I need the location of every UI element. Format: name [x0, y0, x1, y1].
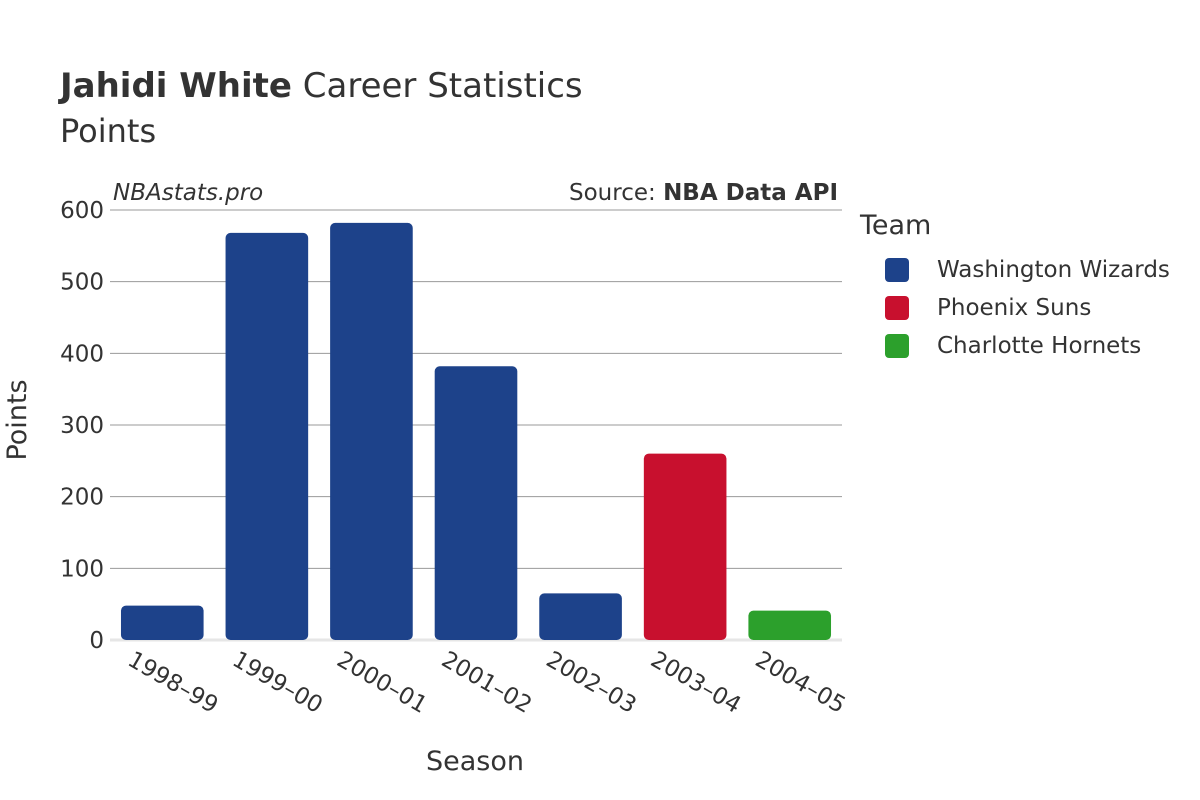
- legend-item[interactable]: Charlotte Hornets: [860, 327, 1170, 365]
- legend-title: Team: [860, 210, 932, 241]
- legend-swatch: [885, 296, 909, 320]
- y-tick-label: 100: [60, 556, 104, 582]
- x-tick-label: 1998–99: [123, 647, 222, 719]
- chart-subtitle: Points: [60, 112, 157, 150]
- x-tick-labels: 1998–99 1999–00 2000–01 2001–02 2002–03 2003–…: [123, 647, 849, 719]
- watermark: NBAstats.pro: [113, 180, 263, 206]
- y-tick-label: 400: [60, 341, 104, 367]
- bar-2002–03[interactable]: [539, 593, 622, 640]
- source-prefix: Source:: [569, 180, 663, 206]
- chart-title: Jahidi White Career Statistics: [60, 66, 583, 106]
- x-tick-label: 2004–05: [751, 647, 850, 719]
- legend-item[interactable]: Washington Wizards: [860, 251, 1170, 289]
- legend-item[interactable]: Phoenix Suns: [860, 289, 1170, 327]
- bar-2003–04[interactable]: [643, 453, 727, 640]
- legend-label: Phoenix Suns: [937, 295, 1092, 321]
- bar-1998–99[interactable]: [120, 605, 204, 640]
- legend-items: Washington Wizards Phoenix Suns Charlotte …: [860, 251, 1170, 365]
- bar-2000–01[interactable]: [330, 222, 413, 640]
- title-rest: Career Statistics: [302, 66, 583, 106]
- y-tick-labels: 0 100 200 300 400 500 600: [60, 198, 104, 654]
- y-tick-label: 0: [89, 628, 104, 654]
- y-tick-label: 200: [60, 485, 104, 511]
- source-label: Source: NBA Data API: [569, 180, 838, 206]
- x-tick-label: 1999–00: [228, 647, 327, 719]
- bar-1999–00[interactable]: [225, 232, 309, 640]
- legend-swatch: [885, 334, 909, 358]
- bar-2004–05[interactable]: [748, 610, 832, 640]
- source-name: NBA Data API: [663, 180, 838, 206]
- legend-label: Charlotte Hornets: [937, 333, 1142, 359]
- x-tick-label: 2002–03: [542, 647, 641, 719]
- bar-2001–02[interactable]: [434, 366, 518, 640]
- y-tick-label: 600: [60, 198, 104, 224]
- y-tick-label: 500: [60, 270, 104, 296]
- legend: Team Washington Wizards Phoenix Suns Charl…: [860, 210, 1170, 365]
- bars: [120, 222, 832, 640]
- legend-label: Washington Wizards: [937, 257, 1170, 283]
- y-tick-label: 300: [60, 413, 104, 439]
- x-tick-label: 2001–02: [437, 647, 536, 719]
- legend-swatch: [885, 258, 909, 282]
- x-tick-label: 2000–01: [332, 647, 431, 719]
- y-axis-title: Points: [2, 379, 33, 460]
- x-tick-label: 2003–04: [646, 647, 745, 719]
- player-name: Jahidi White: [60, 66, 292, 106]
- x-axis-title: Season: [426, 746, 524, 777]
